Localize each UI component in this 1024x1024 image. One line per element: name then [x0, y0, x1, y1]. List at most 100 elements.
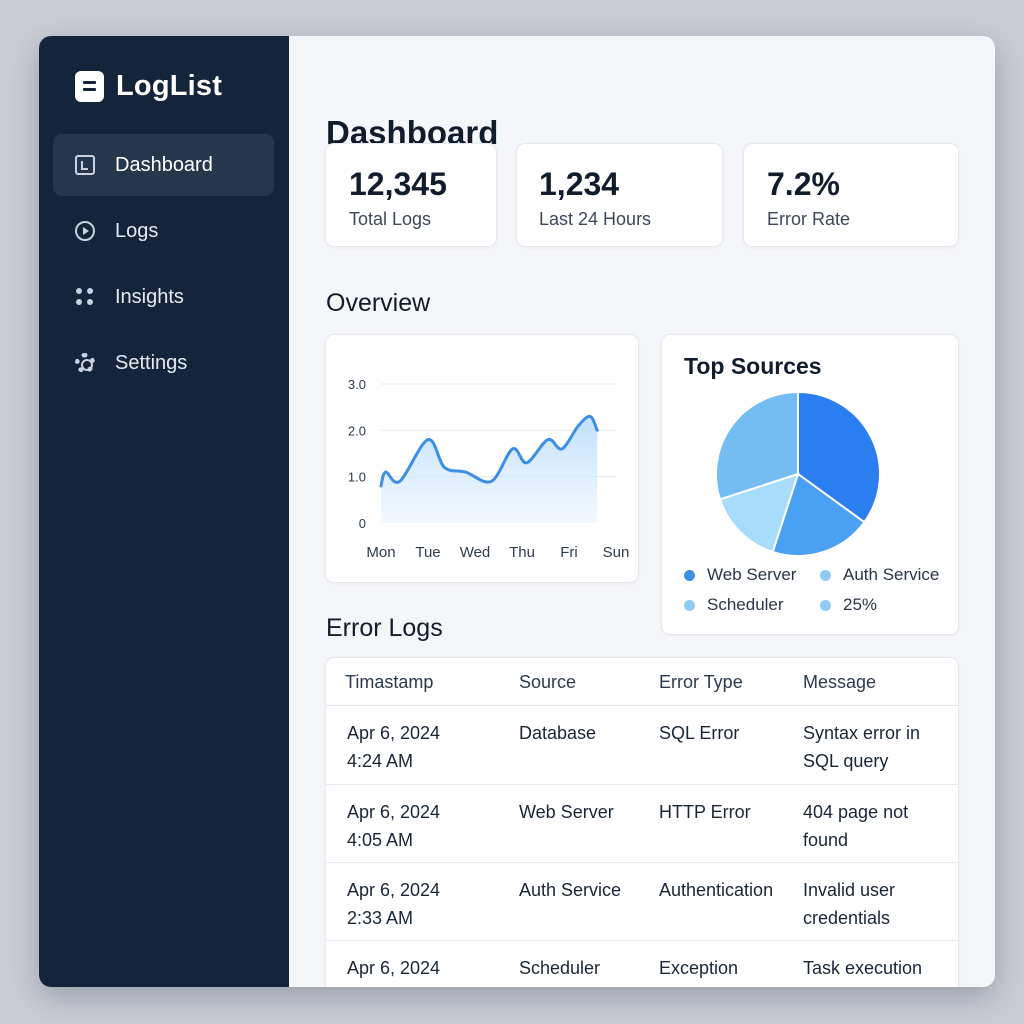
- sidebar-item-insights[interactable]: Insights: [53, 266, 274, 328]
- y-tick-label: 1.0: [348, 470, 366, 485]
- stat-value: 12,345: [349, 166, 447, 202]
- legend-swatch: [684, 599, 695, 611]
- sidebar-item-label: Logs: [115, 219, 159, 242]
- sidebar-item-label: Dashboard: [115, 153, 213, 176]
- cell-message-line: Task execution: [803, 958, 923, 978]
- column-header-message[interactable]: Message: [803, 672, 877, 692]
- legend-item-auth-service: Auth Service: [820, 565, 939, 585]
- column-header-timestamp[interactable]: Timastamp: [345, 672, 434, 692]
- legend-label: Auth Service: [843, 565, 940, 584]
- cell-source: Scheduler: [519, 958, 601, 978]
- cell-message: Task execution: [803, 954, 922, 982]
- x-tick-label: Tue: [415, 544, 440, 561]
- cell-message-line: SQL query: [803, 751, 889, 771]
- legend-label: Web Server: [707, 565, 797, 584]
- cell-source: Database: [519, 723, 597, 743]
- cell-error-type: Exception: [659, 958, 739, 978]
- cell-error-type: Authentication: [659, 880, 774, 900]
- cell-source: Web Server: [519, 802, 614, 822]
- column-header-error-type[interactable]: Error Type: [659, 672, 743, 692]
- pie-slice: [715, 390, 799, 501]
- overview-title: Overview: [326, 289, 431, 317]
- stat-value: 7.2%: [767, 166, 840, 202]
- cell-message-line: Invalid user: [803, 880, 896, 900]
- pie-slice: [797, 390, 881, 524]
- cell-message-line: 404 page not: [803, 802, 909, 822]
- cell-error-type: HTTP Error: [659, 802, 751, 822]
- area-fill: [381, 416, 598, 523]
- overview-chart-card: 3.0 2.0 1.0 0 Mon Tue Wed Thu Fri Sun: [325, 334, 639, 583]
- table-row[interactable]: Apr 6, 2024 4:05 AM Web Server HTTP Erro…: [326, 784, 958, 862]
- y-tick-label: 0: [359, 516, 366, 531]
- app-window: LogList Dashboard Logs Insights Settings: [39, 36, 995, 987]
- sidebar-item-label: Settings: [115, 351, 188, 374]
- stat-label: Total Logs: [349, 209, 432, 229]
- table-row[interactable]: Apr 6, 2024 4:24 AM Database SQL Error S…: [326, 706, 958, 784]
- column-header-source[interactable]: Source: [519, 672, 577, 692]
- app-logo[interactable]: LogList: [75, 70, 222, 103]
- cell-message-line: Syntax error in: [803, 723, 921, 743]
- logs-icon: [75, 221, 95, 241]
- cell-timestamp: Apr 6, 2024: [347, 954, 440, 982]
- error-logs-table: Timastamp Source Error Type Message Apr …: [325, 657, 959, 987]
- stat-card-total-logs[interactable]: 12,345 Total Logs: [325, 143, 497, 247]
- cell-message: Invalid user credentials: [803, 876, 895, 932]
- stat-value: 1,234: [539, 166, 620, 202]
- cell-timestamp: Apr 6, 2024 2:33 AM: [347, 876, 440, 932]
- legend-label: 25%: [843, 595, 878, 614]
- x-tick-label: Wed: [460, 544, 491, 561]
- gear-icon: [75, 353, 95, 373]
- sidebar-item-dashboard[interactable]: Dashboard: [53, 134, 274, 196]
- legend-label: Scheduler: [707, 595, 784, 614]
- main-content: Dashboard 12,345 Total Logs 1,234 Last 2…: [289, 36, 995, 987]
- legend-swatch: [820, 569, 831, 581]
- x-tick-label: Thu: [509, 544, 535, 561]
- cell-date: Apr 6, 2024: [347, 802, 441, 822]
- cell-time: 4:24 AM: [347, 751, 414, 771]
- top-sources-pie-chart: [715, 390, 881, 557]
- cell-error-type: SQL Error: [659, 723, 740, 743]
- table-row[interactable]: Apr 6, 2024 Scheduler Exception Task exe…: [326, 940, 958, 987]
- sidebar: LogList Dashboard Logs Insights Settings: [39, 36, 289, 987]
- pie-slice: [771, 472, 866, 557]
- cell-message: Syntax error in SQL query: [803, 719, 920, 775]
- logo-icon: [75, 71, 104, 102]
- sidebar-nav: Dashboard Logs Insights Settings: [53, 134, 274, 398]
- stat-label: Last 24 Hours: [539, 209, 652, 229]
- cell-date: Apr 6, 2024: [347, 880, 441, 900]
- stat-card-error-rate[interactable]: 7.2% Error Rate: [743, 143, 959, 247]
- legend-swatch: [820, 599, 831, 611]
- cell-message: 404 page not found: [803, 798, 908, 854]
- cell-message-line: credentials: [803, 908, 891, 928]
- series-line: [379, 414, 599, 488]
- cell-date: Apr 6, 2024: [347, 958, 441, 978]
- x-tick-label: Fri: [560, 544, 578, 561]
- y-tick-label: 3.0: [348, 377, 366, 392]
- cell-date: Apr 6, 2024: [347, 723, 441, 743]
- y-tick-label: 2.0: [348, 423, 366, 438]
- sidebar-item-logs[interactable]: Logs: [53, 200, 274, 262]
- table-row[interactable]: Apr 6, 2024 2:33 AM Auth Service Authent…: [326, 862, 958, 940]
- cell-message-line: found: [803, 830, 849, 850]
- legend-item-scheduler: Scheduler: [684, 595, 784, 615]
- x-tick-label: Sun: [603, 544, 630, 561]
- top-sources-card: Top Sources Web Server Auth Service Sche…: [661, 334, 959, 635]
- legend-item-web-server: Web Server: [684, 565, 796, 585]
- sidebar-item-label: Insights: [115, 285, 184, 308]
- cell-timestamp: Apr 6, 2024 4:05 AM: [347, 798, 440, 854]
- stat-label: Error Rate: [767, 209, 851, 229]
- legend-swatch: [684, 569, 695, 581]
- sidebar-item-settings[interactable]: Settings: [53, 332, 274, 394]
- cell-source: Auth Service: [519, 880, 622, 900]
- table-header-divider: [326, 705, 958, 706]
- cell-time: 4:05 AM: [347, 830, 414, 850]
- app-name: LogList: [116, 70, 223, 102]
- error-logs-title: Error Logs: [326, 614, 443, 642]
- stat-card-last-24-hours[interactable]: 1,234 Last 24 Hours: [516, 143, 723, 247]
- x-tick-label: Mon: [366, 544, 395, 561]
- cell-time: 2:33 AM: [347, 908, 414, 928]
- cell-timestamp: Apr 6, 2024 4:24 AM: [347, 719, 440, 775]
- legend-item-percent: 25%: [820, 595, 877, 615]
- top-sources-title: Top Sources: [684, 353, 822, 379]
